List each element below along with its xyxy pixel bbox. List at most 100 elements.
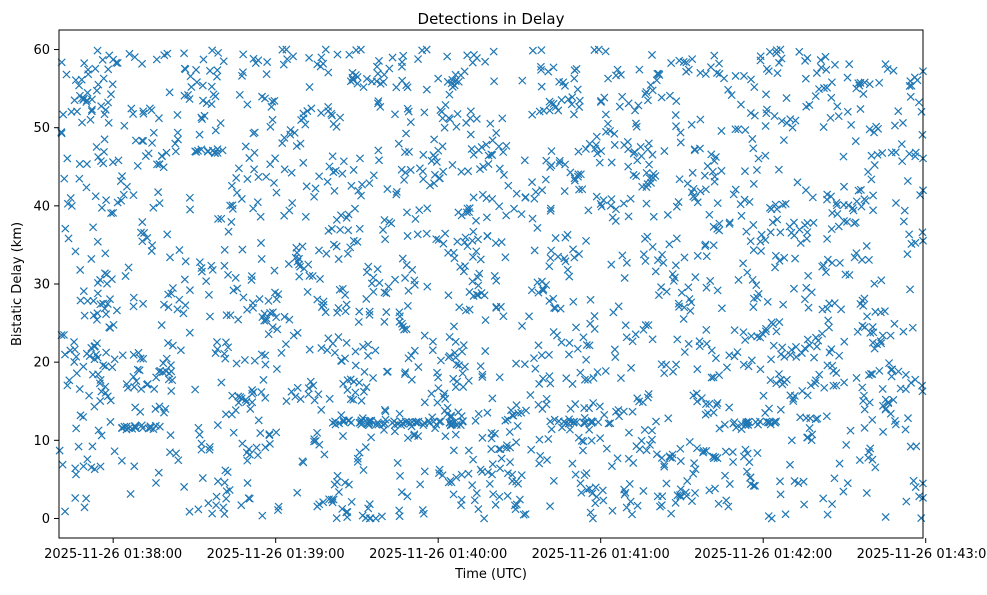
detection-marker xyxy=(597,147,606,156)
detection-marker xyxy=(248,298,257,308)
detection-marker xyxy=(347,418,356,427)
detection-marker xyxy=(794,479,803,488)
detection-marker xyxy=(102,279,112,288)
detection-marker xyxy=(78,118,87,127)
detection-marker xyxy=(454,77,463,86)
detection-marker xyxy=(89,223,98,232)
detection-marker xyxy=(552,331,562,340)
detection-marker xyxy=(138,59,147,68)
detection-marker xyxy=(589,398,598,407)
detection-marker xyxy=(279,60,288,69)
detection-marker xyxy=(631,330,640,339)
detection-marker xyxy=(768,218,777,227)
detection-marker xyxy=(761,90,771,99)
x-tick-label: 2025-11-26 01:41:00 xyxy=(532,547,670,562)
detection-marker xyxy=(130,421,139,430)
detection-marker xyxy=(508,470,517,479)
detection-marker xyxy=(819,261,828,270)
detection-marker xyxy=(626,497,635,506)
detection-marker xyxy=(737,420,746,429)
detection-marker xyxy=(845,60,854,69)
detection-marker xyxy=(221,338,230,347)
detection-marker xyxy=(602,444,611,453)
detection-marker xyxy=(868,455,877,464)
detection-marker xyxy=(762,105,772,114)
detection-marker xyxy=(761,324,771,333)
detection-marker xyxy=(256,212,265,221)
detection-marker xyxy=(787,436,796,445)
detection-marker xyxy=(191,385,200,394)
detection-marker xyxy=(624,145,633,154)
detection-marker xyxy=(864,453,873,462)
detection-marker xyxy=(510,204,519,213)
detection-marker xyxy=(495,492,504,501)
detection-marker xyxy=(576,170,585,179)
detection-marker xyxy=(579,418,588,427)
detection-marker xyxy=(398,419,407,428)
detection-marker xyxy=(263,58,272,67)
detection-marker xyxy=(824,316,833,325)
detection-marker xyxy=(101,105,110,114)
detection-marker xyxy=(262,70,271,79)
detection-marker xyxy=(707,150,716,159)
detection-marker xyxy=(536,451,545,460)
detection-marker xyxy=(683,477,692,486)
detection-marker xyxy=(535,435,544,444)
detection-marker xyxy=(721,471,730,480)
detection-marker xyxy=(245,494,254,503)
detection-marker xyxy=(832,368,841,378)
detection-marker xyxy=(557,96,566,105)
detection-marker xyxy=(544,350,554,359)
detection-marker xyxy=(511,505,520,514)
detection-marker xyxy=(858,321,867,330)
detection-marker xyxy=(489,47,498,56)
detection-marker xyxy=(907,378,916,387)
detection-marker xyxy=(265,431,274,440)
detection-marker xyxy=(866,328,875,337)
detection-marker xyxy=(774,165,783,174)
detection-marker xyxy=(740,167,750,176)
detection-marker xyxy=(681,488,690,497)
detection-marker xyxy=(336,211,346,220)
detection-marker xyxy=(519,510,528,519)
detection-marker xyxy=(629,149,638,158)
detection-marker xyxy=(652,450,661,459)
detection-marker xyxy=(237,501,246,510)
detection-marker xyxy=(870,344,879,353)
detection-marker xyxy=(139,136,148,146)
detection-marker xyxy=(82,97,91,106)
detection-marker xyxy=(113,198,122,207)
detection-marker xyxy=(854,186,863,195)
detection-marker xyxy=(843,107,852,116)
detection-marker xyxy=(416,480,425,489)
detection-marker xyxy=(865,398,874,407)
detection-marker xyxy=(228,201,237,210)
detection-marker xyxy=(161,404,170,413)
detection-marker xyxy=(652,76,661,85)
detection-marker xyxy=(640,425,649,434)
detection-marker xyxy=(655,70,664,79)
detection-marker xyxy=(84,70,93,79)
detection-marker xyxy=(749,481,758,490)
detection-marker xyxy=(821,268,830,277)
detection-marker xyxy=(497,454,506,463)
detection-marker xyxy=(725,218,734,227)
detection-marker xyxy=(578,185,587,194)
detection-marker xyxy=(457,167,466,176)
detection-marker xyxy=(814,336,823,345)
detection-marker xyxy=(342,508,351,517)
detection-marker xyxy=(679,314,688,324)
detection-marker xyxy=(468,252,478,262)
detection-marker xyxy=(610,140,619,149)
detection-marker xyxy=(186,205,195,214)
detection-marker xyxy=(555,159,564,168)
detection-marker xyxy=(754,420,763,429)
detection-marker xyxy=(560,81,570,90)
detection-marker xyxy=(328,152,337,161)
detection-marker xyxy=(749,246,758,255)
detection-marker xyxy=(769,341,778,350)
detection-marker xyxy=(55,446,64,455)
detection-marker xyxy=(296,395,305,404)
detection-marker xyxy=(347,181,356,190)
